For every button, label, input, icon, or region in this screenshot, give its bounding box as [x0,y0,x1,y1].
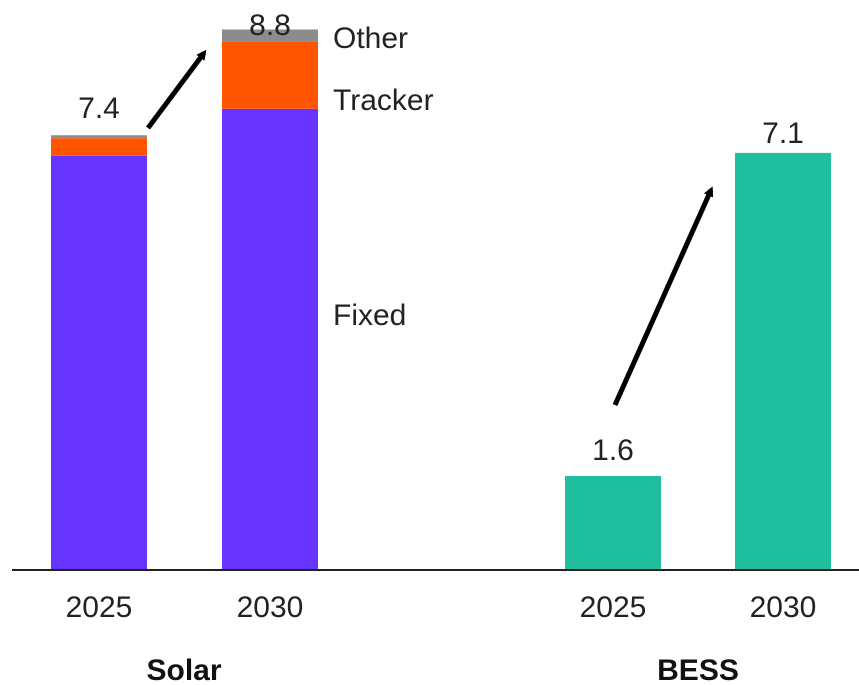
x-tick-solar-2030: 2030 [237,591,304,624]
bar-solar-2030-other [222,29,318,42]
total-label-solar-2030: 8.8 [249,9,291,42]
segment-label-fixed: Fixed [333,299,406,332]
segment-label-tracker: Tracker [333,84,434,117]
group-label-solar: Solar [146,654,221,685]
x-tick-bess-2025: 2025 [580,591,647,624]
x-tick-bess-2030: 2030 [750,591,817,624]
bar-bess-2030-value [735,152,831,570]
x-tick-solar-2025: 2025 [66,591,133,624]
total-label-bess-2030: 7.1 [762,117,804,150]
bar-solar-2030-fixed [222,108,318,570]
growth-arrow-bess [612,186,714,407]
group-label-bess: BESS [657,654,739,685]
bar-bess-2025-value [565,476,661,570]
growth-arrow-solar [145,49,207,130]
bar-solar-2025-fixed [51,155,147,570]
bar-solar-2025-tracker [51,138,147,156]
bars-layer [51,29,831,570]
bar-solar-2030-tracker [222,41,318,109]
total-label-bess-2025: 1.6 [592,434,634,467]
total-label-solar-2025: 7.4 [78,92,120,125]
segment-label-other: Other [333,22,408,55]
bar-solar-2025-other [51,135,147,139]
